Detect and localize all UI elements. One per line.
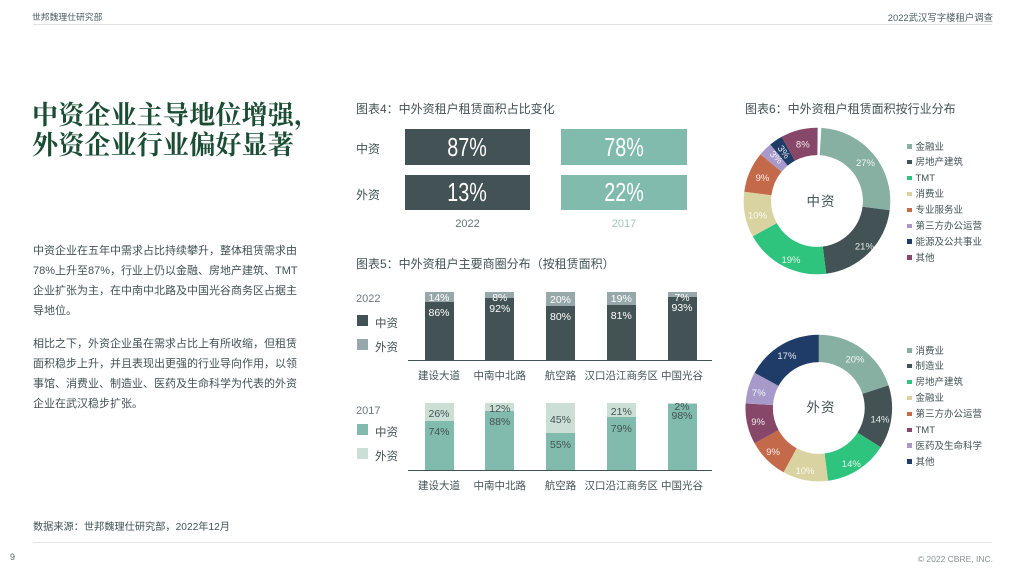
svg-text:中资: 中资: [807, 194, 836, 209]
svg-text:19%: 19%: [781, 255, 801, 266]
svg-text:20%: 20%: [845, 354, 865, 365]
svg-text:27%: 27%: [856, 158, 876, 169]
svg-text:10%: 10%: [795, 466, 815, 477]
svg-text:9%: 9%: [756, 173, 770, 184]
svg-text:21%: 21%: [855, 241, 875, 252]
svg-text:14%: 14%: [842, 459, 862, 470]
svg-text:17%: 17%: [777, 351, 797, 362]
svg-text:7%: 7%: [752, 388, 766, 399]
svg-text:外资: 外资: [807, 400, 836, 415]
svg-text:9%: 9%: [766, 447, 780, 458]
svg-text:14%: 14%: [870, 415, 890, 426]
svg-text:9%: 9%: [751, 417, 765, 428]
svg-text:8%: 8%: [796, 139, 810, 150]
svg-text:10%: 10%: [748, 210, 768, 221]
